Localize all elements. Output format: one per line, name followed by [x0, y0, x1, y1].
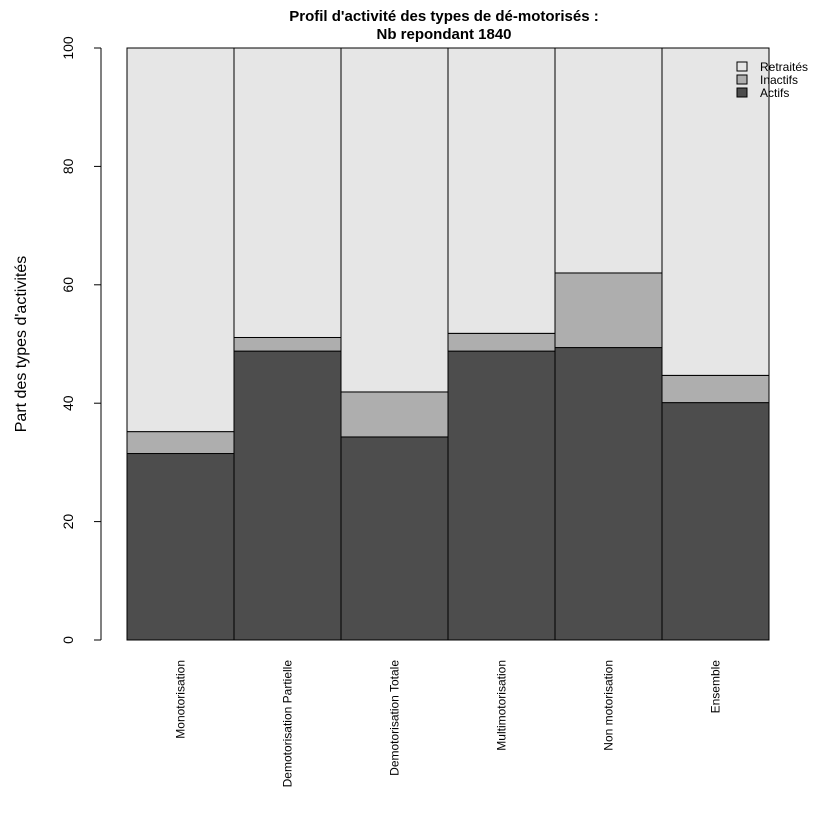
x-tick-label: Non motorisation	[602, 660, 616, 751]
x-tick-labels: Monotorisation Demotorisation Partielle De…	[174, 660, 723, 788]
bar-segment-inactifs	[340, 391, 449, 438]
legend-swatch	[736, 74, 748, 85]
bar-segment-inactifs	[661, 374, 770, 404]
chart-subtitle: Nb repondant 1840	[376, 26, 511, 43]
bar-segment-inactifs	[233, 336, 342, 352]
bar-segment-retrait-s	[554, 47, 663, 274]
x-tick-label: Multimotorisation	[495, 660, 509, 751]
bar-segment-retrait-s	[233, 47, 342, 338]
legend-swatch	[736, 87, 748, 98]
x-tick-label: Ensemble	[709, 660, 723, 714]
x-tick-label: Demotorisation Partielle	[281, 660, 295, 788]
bar-segment-actifs	[233, 350, 342, 641]
y-tick-label: 40	[60, 395, 76, 411]
y-tick-label: 0	[60, 636, 76, 644]
bar-segment-inactifs	[554, 272, 663, 349]
x-tick-label: Monotorisation	[174, 660, 188, 739]
legend-label: Actifs	[760, 86, 789, 100]
bar-segment-retrait-s	[661, 47, 770, 376]
bar-segment-retrait-s	[126, 47, 235, 433]
bar-segment-inactifs	[447, 332, 556, 352]
y-tick-label: 80	[60, 158, 76, 174]
y-axis-label: Part des types d'activités	[13, 256, 30, 432]
bar-segment-retrait-s	[340, 47, 449, 393]
bar-segment-actifs	[126, 453, 235, 641]
chart-title: Profil d'activité des types de dé-motori…	[289, 8, 599, 25]
bar-segment-actifs	[661, 402, 770, 641]
bar-segment-actifs	[447, 350, 556, 641]
y-tick-label: 60	[60, 277, 76, 293]
y-tick-label: 100	[60, 36, 76, 60]
bar-segment-retrait-s	[447, 47, 556, 334]
x-tick-label: Demotorisation Totale	[388, 660, 402, 776]
legend-label: Inactifs	[760, 73, 798, 87]
legend-swatch	[736, 61, 748, 72]
y-tick-label: 20	[60, 514, 76, 530]
bar-segment-actifs	[554, 347, 663, 641]
bar-segment-inactifs	[126, 431, 235, 455]
legend-label: Retraités	[760, 60, 808, 74]
y-axis: 0 20 40 60 80 100	[60, 36, 102, 644]
bars-group	[126, 47, 770, 641]
bar-segment-actifs	[340, 436, 449, 641]
